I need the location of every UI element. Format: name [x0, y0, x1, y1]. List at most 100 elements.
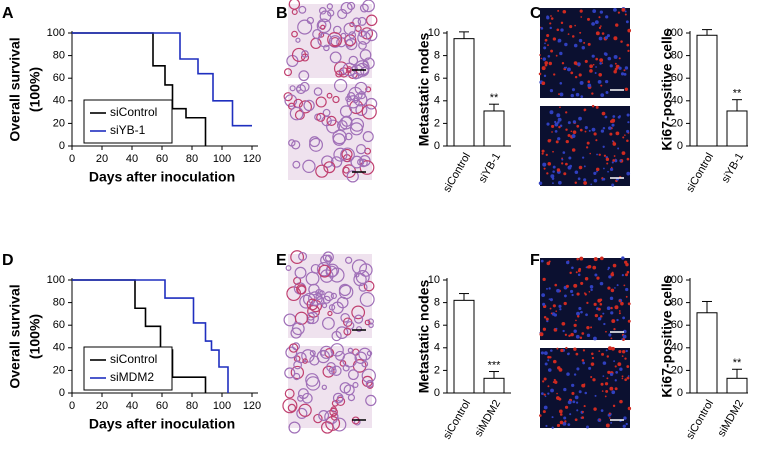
- cell: [602, 361, 607, 365]
- tissue: [351, 305, 366, 320]
- cell: [619, 159, 622, 162]
- cell: [546, 15, 549, 19]
- y-tick-label: 6: [434, 319, 440, 331]
- cell: [620, 301, 624, 306]
- cell: [604, 79, 609, 84]
- cell: [579, 256, 584, 261]
- cell: [608, 126, 612, 130]
- cell: [590, 376, 593, 379]
- cell: [540, 259, 544, 263]
- legend-label: siMDM2: [110, 370, 154, 384]
- cell: [571, 293, 574, 297]
- tissue: [287, 403, 297, 413]
- cell: [571, 35, 575, 38]
- cell: [565, 111, 568, 114]
- tissue: [368, 322, 374, 329]
- cell: [626, 43, 630, 47]
- tissue: [361, 368, 376, 383]
- cell: [617, 362, 622, 367]
- cell: [597, 307, 601, 311]
- cell: [571, 148, 576, 152]
- cell: [605, 330, 607, 333]
- cell: [584, 391, 588, 395]
- x-tick-label: 60: [156, 400, 168, 412]
- cell: [578, 73, 582, 77]
- tissue: [301, 349, 315, 363]
- tissue: [313, 413, 323, 424]
- tissue: [327, 9, 335, 17]
- cell: [567, 352, 570, 355]
- cell: [546, 319, 549, 323]
- cell: [561, 158, 564, 161]
- cell: [626, 113, 630, 117]
- tissue: [362, 57, 375, 70]
- tissue: [282, 398, 298, 414]
- cell: [573, 43, 578, 48]
- tissue: [322, 365, 335, 378]
- cell: [570, 332, 574, 337]
- cell: [604, 36, 609, 40]
- cell: [563, 416, 567, 420]
- cell: [578, 390, 582, 394]
- tissue: [333, 147, 348, 162]
- cell: [623, 284, 626, 287]
- tissue: [326, 362, 336, 372]
- x-tick-label: siControl: [684, 398, 716, 442]
- x-tick-label: 80: [186, 153, 198, 165]
- tissue: [318, 264, 332, 278]
- tissue: [353, 314, 364, 324]
- tissue: [332, 129, 347, 145]
- cell: [605, 157, 610, 161]
- cell: [611, 123, 615, 127]
- cell: [609, 64, 613, 68]
- cell: [578, 267, 582, 271]
- y-tick-label: 60: [671, 319, 683, 331]
- y-tick-label: 60: [671, 72, 683, 84]
- cell: [551, 124, 555, 128]
- cell: [575, 319, 577, 322]
- cell: [542, 57, 546, 61]
- tissue: [316, 112, 326, 122]
- cell: [619, 399, 623, 404]
- bar: [696, 312, 718, 394]
- tissue: [362, 0, 375, 13]
- cell: [547, 162, 552, 166]
- significance: **: [733, 357, 742, 369]
- cell: [558, 93, 560, 95]
- cell: [601, 32, 605, 35]
- cell: [573, 373, 577, 376]
- cell: [606, 306, 611, 311]
- cell: [582, 361, 586, 365]
- tissue: [318, 6, 327, 15]
- tissue: [367, 318, 374, 325]
- cell: [627, 319, 631, 323]
- cell: [613, 155, 616, 157]
- cell: [621, 355, 624, 357]
- cell: [595, 139, 598, 142]
- cell: [607, 370, 611, 374]
- tissue: [323, 44, 330, 52]
- tissue: [345, 256, 353, 264]
- cell: [600, 129, 605, 133]
- cell: [599, 315, 603, 318]
- y-axis-label: (100%): [27, 67, 43, 112]
- cell: [556, 288, 560, 293]
- cell: [549, 110, 554, 115]
- tissue: [363, 280, 375, 292]
- cell: [618, 312, 621, 315]
- cell: [617, 11, 621, 14]
- cell: [622, 136, 625, 139]
- tissue: [315, 96, 327, 108]
- cell: [579, 9, 583, 13]
- cell: [609, 167, 614, 171]
- cell: [547, 44, 549, 46]
- cell: [611, 140, 614, 142]
- micrograph: [283, 0, 378, 82]
- tissue: [332, 417, 347, 432]
- micrograph: [283, 250, 375, 342]
- cell: [623, 72, 627, 76]
- tissue: [298, 251, 308, 261]
- cell: [610, 337, 613, 340]
- cell: [605, 390, 609, 393]
- cell: [593, 257, 598, 262]
